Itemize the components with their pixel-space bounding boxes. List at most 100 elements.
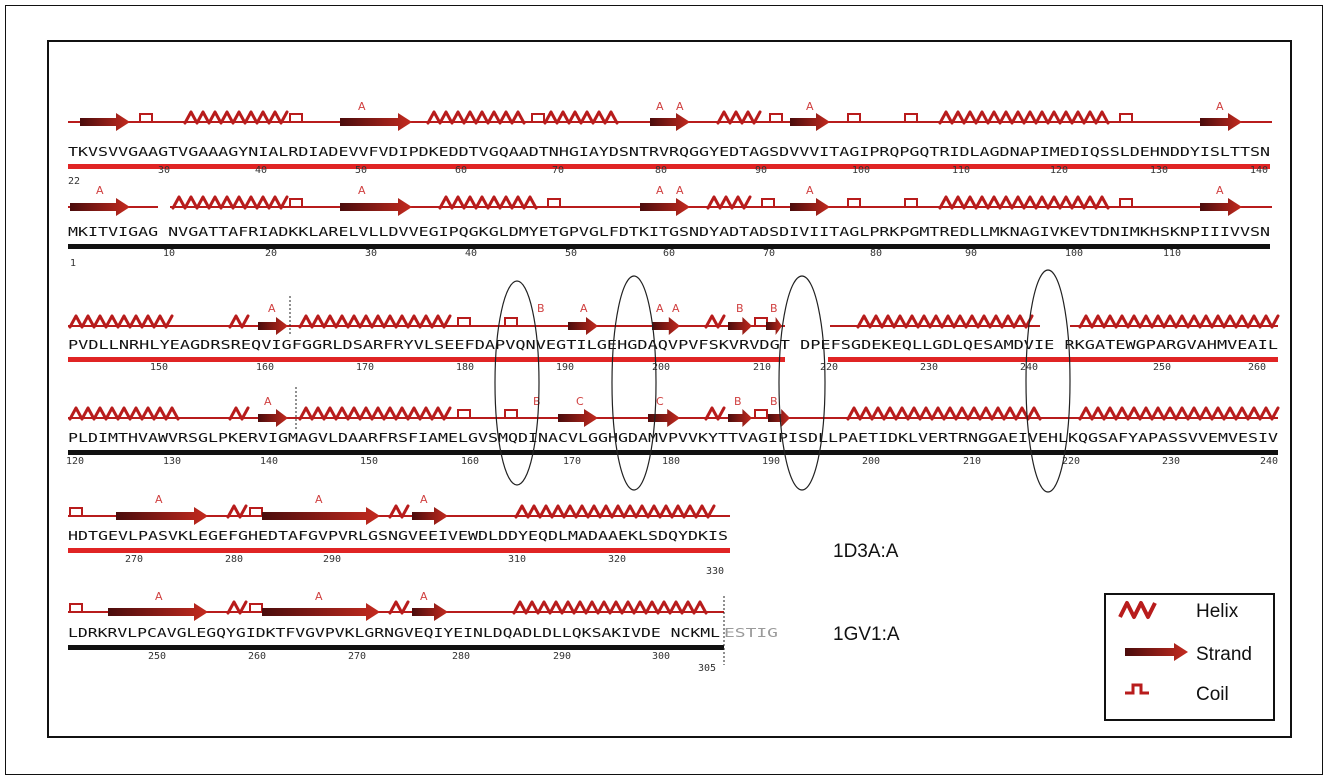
chain-label-1gv1: 1GV1:A xyxy=(833,624,900,645)
helix-segment xyxy=(183,110,289,125)
helix-segment xyxy=(512,600,708,615)
tick-label: 290 xyxy=(323,554,341,565)
helix-segment xyxy=(856,314,1034,329)
tick-label: 290 xyxy=(553,651,571,662)
coil-bump xyxy=(289,113,303,122)
tick-label: 320 xyxy=(608,554,626,565)
helix-segment xyxy=(1078,406,1280,421)
tick-label: 120 xyxy=(1050,165,1068,176)
coil-bump xyxy=(904,198,918,207)
helix-segment xyxy=(426,110,526,125)
strand-arrow xyxy=(262,507,380,525)
strand-label: B xyxy=(770,302,778,315)
ticks-row-5: 270 280 290 310 320 330 xyxy=(125,554,724,577)
tick-label: 305 xyxy=(698,663,716,674)
coil-bump xyxy=(754,409,768,418)
tick-label: 280 xyxy=(452,651,470,662)
sequence-bar-1gv1 xyxy=(68,645,724,650)
tick-label: 270 xyxy=(125,554,143,565)
coil-bump xyxy=(847,198,861,207)
tick-label: 300 xyxy=(652,651,670,662)
strand-arrow xyxy=(640,198,690,216)
chain-label-1d3a: 1D3A:A xyxy=(833,541,899,562)
helix-segment xyxy=(846,406,1042,421)
strand-arrow xyxy=(790,113,830,131)
coil-bump xyxy=(847,113,861,122)
sequence-bar-1gv1 xyxy=(68,244,1270,249)
legend-coil-label: Coil xyxy=(1196,684,1229,705)
strand-arrow xyxy=(728,409,752,427)
tick-label: 240 xyxy=(1260,456,1278,467)
strand-label: A xyxy=(806,184,814,197)
tick-label: 60 xyxy=(663,248,675,259)
strand-arrow xyxy=(766,317,782,335)
coil-icon xyxy=(1125,683,1149,695)
sequence-bar-1d3a xyxy=(828,357,1278,362)
tick-label: 250 xyxy=(148,651,166,662)
strand-label: A xyxy=(676,184,684,197)
tick-label: 60 xyxy=(455,165,467,176)
helix-segment xyxy=(706,195,752,210)
tick-label: 120 xyxy=(66,456,84,467)
strand-arrow xyxy=(412,603,448,621)
strand-label: B xyxy=(734,395,742,408)
structure-tracks xyxy=(68,110,1280,650)
tick-label: 230 xyxy=(1162,456,1180,467)
tick-label: 40 xyxy=(255,165,267,176)
coil-bump xyxy=(457,317,471,326)
tick-label: 160 xyxy=(256,362,274,373)
coil-bump xyxy=(1119,198,1133,207)
tick-label: 22 xyxy=(68,176,80,187)
tick-label: 210 xyxy=(963,456,981,467)
ticks-row-3: 150 160 170 180 190 200 210 220 230 240 … xyxy=(150,362,1266,373)
tick-label: 180 xyxy=(456,362,474,373)
strand-arrow xyxy=(1200,198,1242,216)
tick-label: 260 xyxy=(248,651,266,662)
strand-arrow xyxy=(568,317,598,335)
tick-label: 210 xyxy=(753,362,771,373)
strand-label: B xyxy=(770,395,778,408)
tick-label: 40 xyxy=(465,248,477,259)
coil-bump xyxy=(504,317,518,326)
strand-labels: A A A A A A A A A A A A B A A A B B A B … xyxy=(96,100,1224,603)
coil-bump xyxy=(69,507,83,516)
strand-arrow xyxy=(652,317,680,335)
coil-bump xyxy=(249,603,263,612)
strand-arrow xyxy=(80,113,130,131)
strand-label: A xyxy=(155,590,163,603)
strand-arrow xyxy=(558,409,598,427)
tick-label: 30 xyxy=(365,248,377,259)
ticks-row-1: 22 30 40 50 60 70 80 90 100 110 120 130 … xyxy=(68,165,1268,187)
tick-label: 1 xyxy=(70,258,76,269)
helix-icon xyxy=(1118,601,1157,619)
sequence-row-1: TKVSVVGAAGTVGAAAGYNIALRDIADEVVFVDIPDKEDD… xyxy=(68,144,1270,159)
strand-arrow xyxy=(340,198,412,216)
tick-label: 130 xyxy=(163,456,181,467)
helix-segment xyxy=(938,110,1110,125)
strand-arrow xyxy=(70,198,130,216)
tick-label: 170 xyxy=(563,456,581,467)
highlight-ellipse xyxy=(611,275,657,491)
ticks-row-4: 120 130 140 150 160 170 180 190 200 210 … xyxy=(66,456,1278,467)
strand-label: A xyxy=(315,493,323,506)
tick-label: 100 xyxy=(1065,248,1083,259)
strand-arrow xyxy=(258,409,288,427)
helix-segment xyxy=(226,600,248,615)
strand-label: A xyxy=(656,302,664,315)
strand-label: A xyxy=(806,100,814,113)
sequence-row-2: MKITVIGAG NVGATTAFRIADKKLARELVLLDVVEGIPQ… xyxy=(68,224,1270,239)
tick-label: 180 xyxy=(662,456,680,467)
coil-bump xyxy=(761,198,775,207)
tick-label: 240 xyxy=(1020,362,1038,373)
helix-segment xyxy=(228,314,250,329)
tick-label: 50 xyxy=(565,248,577,259)
strand-arrow xyxy=(108,603,208,621)
tick-label: 110 xyxy=(952,165,970,176)
strand-arrow xyxy=(768,409,790,427)
sequence-row-6-unaligned: ESTIG xyxy=(724,625,778,640)
strand-arrow xyxy=(258,317,288,335)
strand-label: B xyxy=(537,302,545,315)
strand-label: A xyxy=(155,493,163,506)
tick-label: 70 xyxy=(763,248,775,259)
strand-arrow xyxy=(728,317,752,335)
